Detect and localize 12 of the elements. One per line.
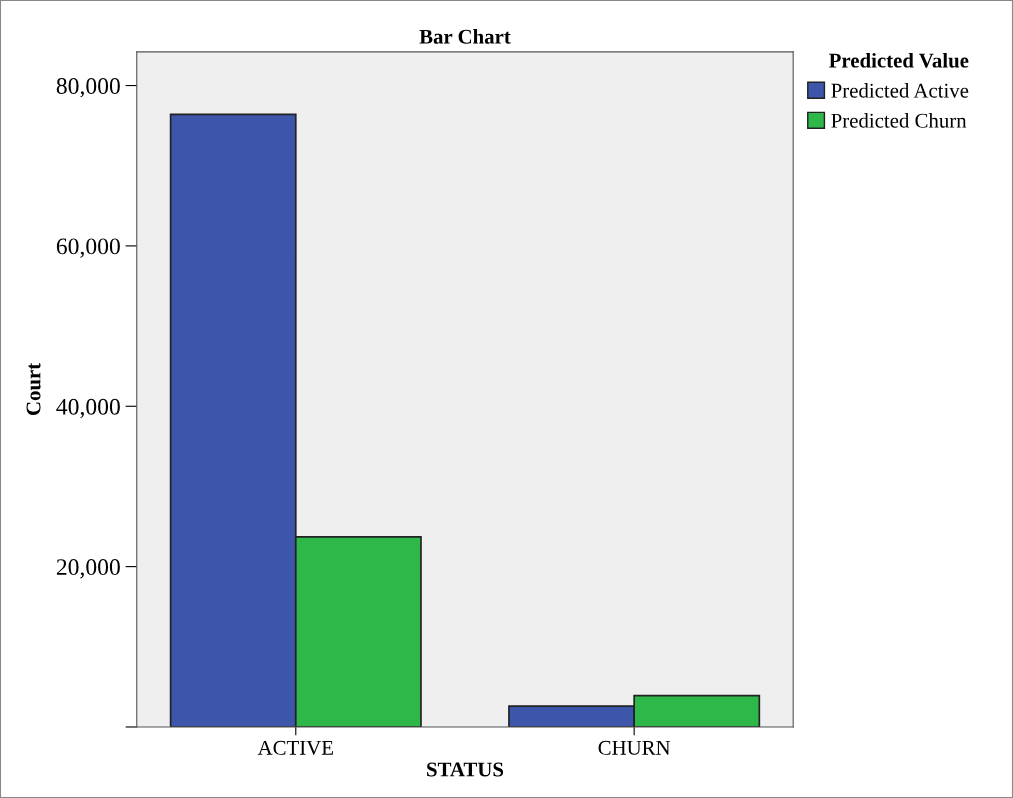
x-axis-title: STATUS bbox=[427, 762, 504, 777]
y-tick-label: 40,000 bbox=[56, 398, 120, 419]
legend-label: Predicted Active bbox=[831, 83, 969, 98]
x-tick-label: ACTIVE bbox=[257, 740, 333, 755]
y-tick-label: 20,000 bbox=[56, 559, 120, 579]
y-tick-label: 80,000 bbox=[56, 78, 120, 98]
legend-title: Predicted Value bbox=[829, 52, 969, 68]
y-axis-title: Court bbox=[26, 362, 41, 416]
y-tick-label: 60,000 bbox=[56, 238, 120, 258]
chart-title: Bar Chart bbox=[419, 29, 511, 44]
legend-label: Predicted Churn bbox=[831, 113, 967, 128]
x-tick-label: CHURN bbox=[598, 740, 671, 755]
